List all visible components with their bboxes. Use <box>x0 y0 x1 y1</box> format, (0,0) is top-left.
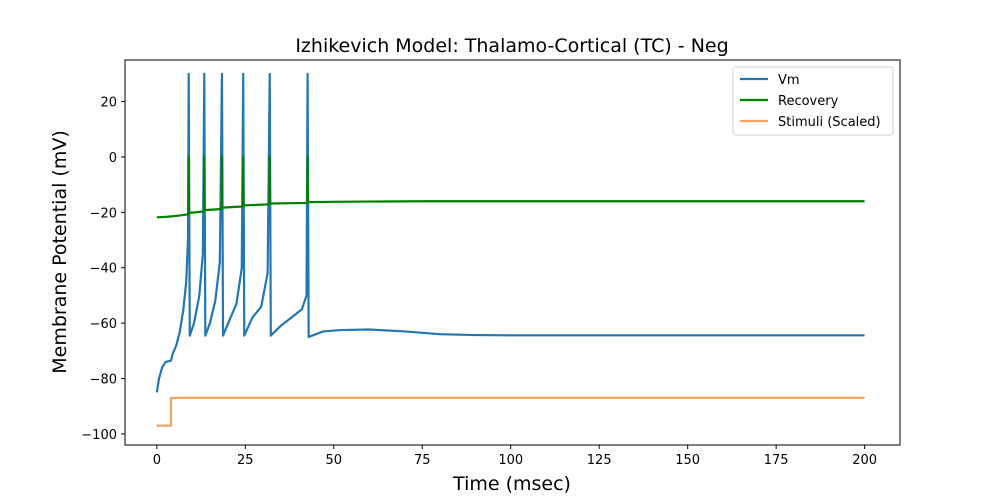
y-tick-label: −40 <box>90 262 117 277</box>
legend-entry: Recovery <box>778 94 839 109</box>
chart-title: Izhikevich Model: Thalamo-Cortical (TC) … <box>295 35 728 57</box>
x-tick-label: 125 <box>587 453 612 468</box>
plot-frame <box>124 59 901 446</box>
y-tick-label: −20 <box>90 206 117 221</box>
y-tick-label: −100 <box>81 428 117 443</box>
x-tick-label: 75 <box>414 453 431 468</box>
x-tick-label: 150 <box>675 453 700 468</box>
y-axis: −100 −80 −60 −40 −20 0 20 <box>81 96 125 443</box>
x-tick-label: 0 <box>153 453 161 468</box>
legend: Vm Recovery Stimuli (Scaled) <box>732 66 894 136</box>
y-axis-label: Membrane Potential (mV) <box>49 130 71 373</box>
y-tick-label: −80 <box>90 373 117 388</box>
series-line-1 <box>156 155 865 219</box>
x-tick-label: 100 <box>498 453 523 468</box>
x-tick-label: 175 <box>764 453 789 468</box>
series-line-0 <box>155 72 865 393</box>
series-group <box>155 72 865 427</box>
y-tick-label: 20 <box>100 96 117 111</box>
y-tick-label: 0 <box>109 151 117 166</box>
legend-entry: Stimuli (Scaled) <box>778 115 881 130</box>
plot-area <box>124 59 901 446</box>
legend-box <box>732 66 894 136</box>
x-axis: 0 25 50 75 100 125 150 175 200 <box>153 445 877 468</box>
y-tick-label: −60 <box>90 317 117 332</box>
series-line-2 <box>156 396 865 427</box>
legend-entry: Vm <box>778 73 800 88</box>
x-tick-label: 25 <box>237 453 254 468</box>
x-tick-label: 200 <box>852 453 877 468</box>
x-tick-label: 50 <box>326 453 343 468</box>
x-axis-label: Time (msec) <box>452 473 571 495</box>
